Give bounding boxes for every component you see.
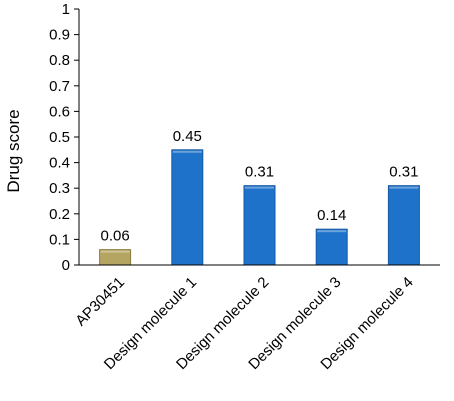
y-tick-label: 0.3 bbox=[49, 180, 70, 197]
bars bbox=[99, 149, 420, 266]
bar-highlight bbox=[100, 250, 130, 253]
bar bbox=[171, 149, 204, 266]
bar-highlight bbox=[317, 230, 347, 233]
y-tick-label: 0.2 bbox=[49, 206, 70, 223]
y-tick-label: 0.5 bbox=[49, 129, 70, 146]
bar bbox=[243, 185, 276, 266]
y-tick-label: 0 bbox=[62, 257, 70, 274]
bar-highlight bbox=[245, 186, 274, 189]
data-label: 0.31 bbox=[389, 164, 418, 181]
y-tick-label: 0.6 bbox=[49, 103, 70, 120]
y-tick-label: 0.1 bbox=[49, 231, 70, 248]
data-labels: 0.06 0.45 0.31 0.14 0.31 bbox=[100, 128, 418, 245]
y-tick-label: 0.9 bbox=[49, 27, 70, 44]
bar bbox=[387, 185, 420, 266]
y-axis-label: Drug score bbox=[4, 109, 23, 192]
data-label: 0.45 bbox=[173, 128, 202, 145]
y-tick-label: 0.4 bbox=[49, 155, 70, 172]
data-label: 0.06 bbox=[100, 228, 129, 245]
data-label: 0.14 bbox=[317, 207, 346, 224]
bar bbox=[315, 228, 348, 266]
bar-highlight bbox=[172, 150, 202, 153]
data-label: 0.31 bbox=[245, 164, 274, 181]
y-tick-label: 0.7 bbox=[49, 78, 70, 95]
y-axis-ticks: 0 0.1 0.2 0.3 0.4 0.5 0.6 0.7 0.8 0.9 1 bbox=[49, 1, 79, 274]
category-label: AP30451 bbox=[72, 274, 128, 330]
y-tick-label: 0.8 bbox=[49, 52, 70, 69]
bar-highlight bbox=[389, 186, 419, 189]
y-tick-label: 1 bbox=[62, 1, 70, 18]
